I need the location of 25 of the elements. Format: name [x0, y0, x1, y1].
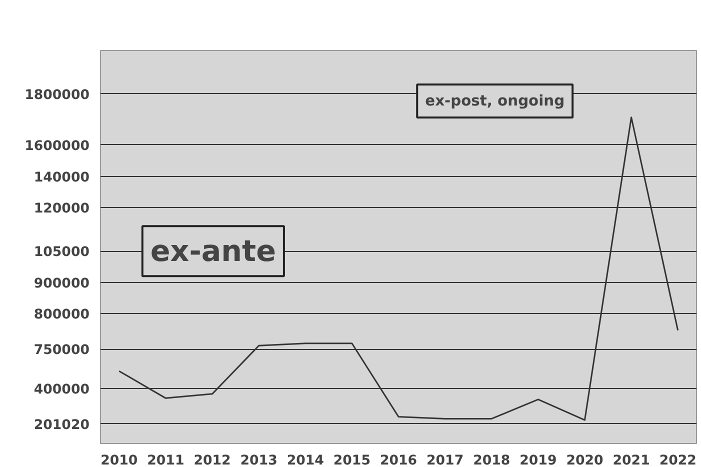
text: 750000 [34, 343, 90, 358]
x-tick-label: 2021 [612, 454, 650, 467]
text: 400000 [34, 382, 90, 398]
x-tick-label: 2013 [240, 454, 278, 467]
x-tick-label: 2017 [426, 454, 464, 467]
text: 140000 [34, 170, 90, 186]
x-tick-label: 2011 [147, 454, 184, 467]
text: 201020 [34, 418, 90, 433]
x-tick-label: 2016 [380, 454, 418, 467]
x-tick-label: 2012 [194, 454, 231, 467]
x-tick-label: 2020 [566, 454, 604, 467]
x-tick-label: 2010 [100, 454, 138, 467]
text: ex-post, ongoing [425, 92, 565, 110]
annotation: ex-ante [150, 234, 276, 268]
x-tick-label: 2015 [333, 454, 370, 467]
text: 120000 [34, 202, 90, 217]
text: 1600000 [24, 138, 90, 154]
text: 800000 [34, 308, 90, 323]
text: 105000 [34, 245, 90, 260]
x-tick-label: 2019 [520, 454, 557, 467]
text: 900000 [34, 276, 90, 292]
x-tick-label: 2014 [286, 454, 324, 467]
x-tick-label: 2018 [473, 454, 510, 467]
x-tick-label: 2022 [659, 454, 696, 467]
text: 1800000 [24, 88, 90, 103]
